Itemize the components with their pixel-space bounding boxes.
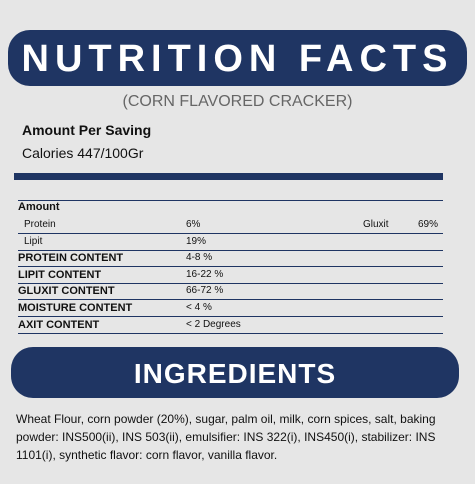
table-cell: LIPIT CONTENT: [18, 268, 102, 281]
table-cell: 69%: [418, 219, 439, 230]
summary-heading: Amount Per Saving: [22, 122, 152, 138]
table-row: PROTEIN CONTENT 4-8 %: [18, 250, 443, 268]
table-row: GLUXIT CONTENT 66-72 %: [18, 283, 443, 301]
subtitle: (CORN FLAVORED CRACKER): [122, 93, 353, 110]
table-cell: Gluxit: [363, 219, 389, 230]
title: NUTRITION FACTS: [21, 38, 454, 80]
table-cell: AXIT CONTENT: [18, 318, 100, 331]
table-cell: < 4 %: [186, 302, 212, 313]
table-cell: 6%: [186, 219, 201, 230]
divider: [14, 173, 443, 180]
table-row: MOISTURE CONTENT < 4 %: [18, 300, 443, 317]
rule: [18, 200, 443, 201]
table-row: Protein 6% Gluxit 69%: [18, 217, 443, 234]
table-cell: Protein: [24, 219, 56, 230]
title-banner: NUTRITION FACTS: [8, 30, 467, 86]
table-row: AXIT CONTENT < 2 Degrees: [18, 317, 443, 334]
table-cell: PROTEIN CONTENT: [18, 252, 124, 265]
table-header: Amount: [18, 201, 60, 213]
table-cell: MOISTURE CONTENT: [18, 302, 133, 314]
table-cell: < 2 Degrees: [186, 318, 241, 330]
table-cell: 66-72 %: [186, 285, 224, 297]
ingredients-text: Wheat Flour, corn powder (20%), sugar, p…: [16, 412, 436, 462]
table-cell: GLUXIT CONTENT: [18, 285, 115, 298]
calories: Calories 447/100Gr: [22, 145, 144, 161]
table-cell: 16-22 %: [186, 268, 224, 280]
ingredients-banner: INGREDIENTS: [11, 347, 459, 398]
table-row: Lipit 19%: [18, 234, 443, 251]
table-cell: 4-8 %: [186, 252, 213, 264]
table-cell: Lipit: [24, 235, 43, 247]
table-cell: 19%: [186, 235, 207, 247]
table-row: LIPIT CONTENT 16-22 %: [18, 267, 443, 284]
ingredients-title: INGREDIENTS: [133, 358, 337, 389]
